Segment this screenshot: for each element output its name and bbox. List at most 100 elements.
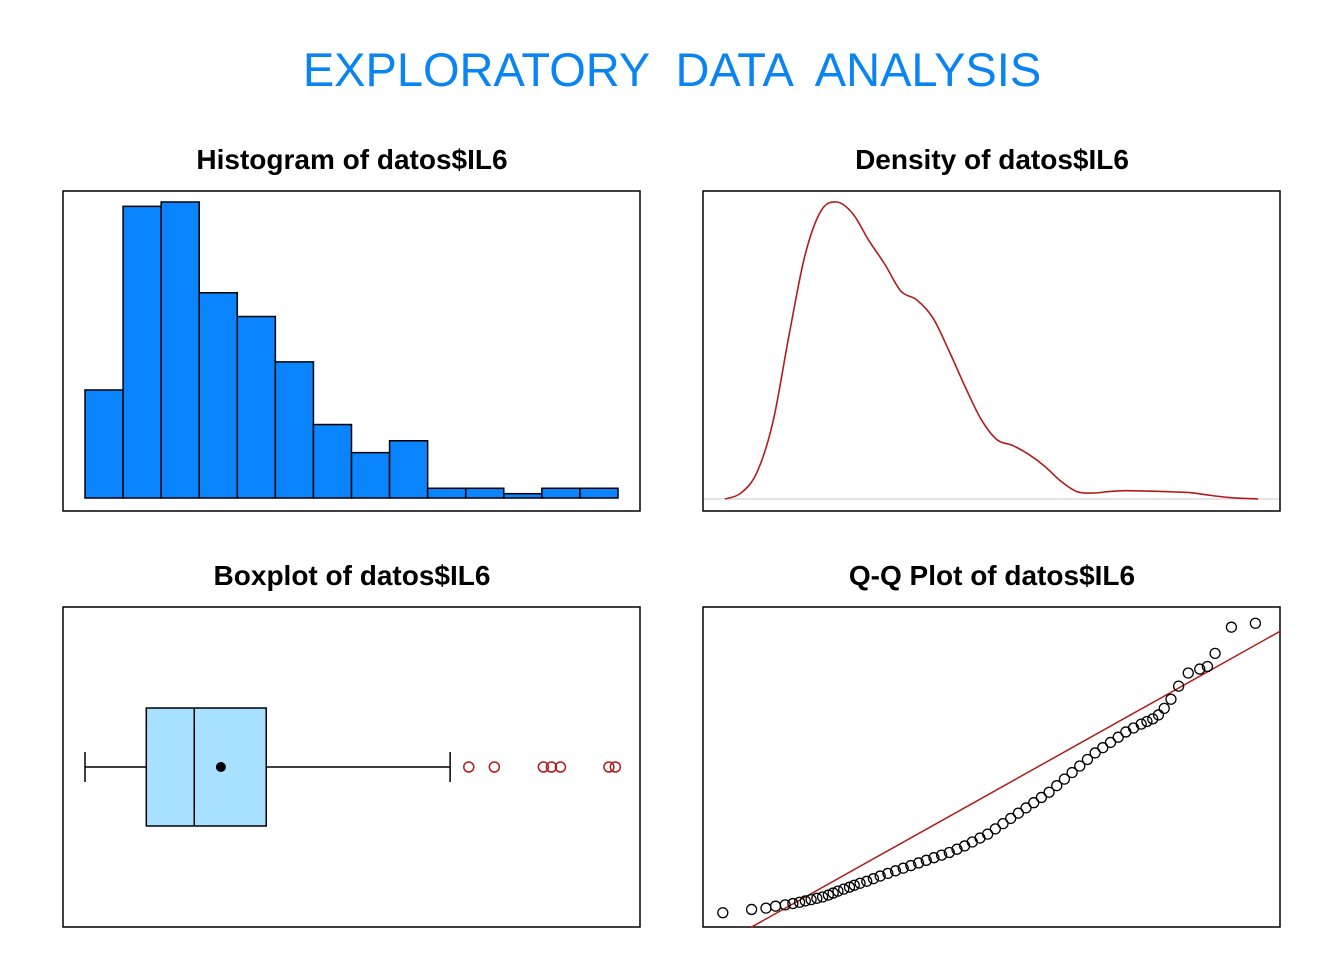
- qq-reference-line: [748, 629, 1281, 928]
- qq-point: [848, 879, 860, 891]
- qq-point: [1182, 667, 1194, 679]
- qq-point: [1201, 660, 1214, 673]
- qq-point: [1152, 709, 1165, 721]
- qq-point: [793, 896, 806, 908]
- qq-point: [874, 870, 886, 882]
- histogram-bar: [541, 487, 581, 499]
- qq-point: [838, 883, 850, 895]
- density-plot: [702, 190, 1281, 512]
- qq-point: [897, 862, 909, 874]
- qq-point: [1081, 753, 1094, 766]
- qq-point: [816, 891, 829, 903]
- qq-point: [889, 865, 902, 877]
- histogram-bar: [122, 205, 162, 499]
- qq-point: [832, 885, 844, 897]
- histogram-bar: [350, 451, 391, 499]
- outlier-point: [545, 761, 558, 773]
- qq-point: [867, 873, 880, 885]
- plot-frame: [62, 190, 641, 512]
- qq-point: [1028, 797, 1040, 809]
- qq-point: [1005, 812, 1017, 825]
- qq-point: [928, 852, 940, 864]
- qq-point: [989, 823, 1001, 835]
- histogram-bar: [464, 487, 505, 499]
- qq-point: [854, 877, 866, 889]
- qq-point: [805, 893, 817, 906]
- histogram-bar: [84, 389, 124, 499]
- histogram-bar: [426, 487, 467, 499]
- histogram-bar: [274, 361, 315, 499]
- plot-frame: [702, 606, 1281, 928]
- qq-point: [1035, 791, 1048, 804]
- qq-point: [997, 818, 1009, 830]
- density-curve: [724, 201, 1259, 500]
- outlier-point: [537, 761, 550, 773]
- qq-point: [779, 899, 791, 911]
- qq-plot: [702, 606, 1281, 928]
- qq-point: [1165, 693, 1177, 705]
- qq-point: [1158, 702, 1170, 715]
- plot-frame: [702, 190, 1281, 512]
- qq-point: [1058, 773, 1071, 785]
- qq-point: [1051, 780, 1063, 792]
- mean-point: [215, 762, 226, 772]
- qq-point: [1074, 760, 1086, 772]
- qq-point: [861, 875, 873, 887]
- histogram-bar: [579, 487, 619, 499]
- qq-point: [811, 892, 823, 904]
- qq-point: [1097, 742, 1109, 754]
- qq-point: [912, 857, 925, 869]
- qq-point: [966, 836, 978, 848]
- histogram-bar: [236, 315, 277, 499]
- qq-point: [1249, 617, 1262, 629]
- qq-point: [1043, 786, 1055, 798]
- histogram-bar: [198, 291, 239, 499]
- qq-point: [1104, 736, 1117, 749]
- qq-point: [1194, 663, 1206, 675]
- main-title: EXPLORATORY DATA ANALYSIS: [302, 43, 1042, 96]
- qq-point: [920, 854, 932, 866]
- outlier-point: [609, 761, 622, 773]
- qq-point: [760, 902, 772, 914]
- qq-point: [1141, 715, 1153, 728]
- qq-point: [843, 881, 856, 893]
- qq-point: [982, 828, 994, 840]
- qq-point: [935, 849, 948, 861]
- outlier-point: [488, 761, 501, 773]
- qq-point: [827, 887, 839, 899]
- qq-point: [1147, 713, 1159, 725]
- histogram-title: Histogram of datos$IL6: [196, 144, 508, 175]
- qq-point: [1172, 680, 1185, 692]
- histogram-bar: [388, 439, 429, 499]
- outlier-point: [463, 761, 475, 773]
- qq-point: [1112, 731, 1124, 743]
- qq-point: [943, 846, 955, 859]
- qq-point: [799, 895, 811, 907]
- histogram-bar: [312, 423, 353, 499]
- qq-point: [905, 859, 917, 872]
- box-iqr: [145, 707, 267, 827]
- qq-title: Q-Q Plot of datos$IL6: [848, 560, 1136, 591]
- outlier-point: [603, 761, 615, 773]
- density-title: Density of datos$IL6: [855, 144, 1129, 175]
- boxplot-plot: [62, 606, 641, 928]
- outlier-point: [554, 761, 567, 773]
- histogram-bar: [503, 492, 543, 499]
- qq-point: [1135, 718, 1147, 730]
- boxplot-title: Boxplot of datos$IL6: [213, 560, 491, 591]
- qq-point: [1012, 807, 1025, 819]
- qq-point: [769, 900, 782, 912]
- qq-point: [822, 889, 835, 901]
- qq-point: [951, 843, 963, 855]
- qq-point: [1020, 802, 1032, 814]
- qq-point: [1127, 722, 1140, 734]
- qq-point: [1066, 766, 1078, 779]
- qq-point: [717, 907, 729, 919]
- histogram-bar: [160, 201, 200, 499]
- qq-point: [882, 867, 894, 880]
- qq-point: [1225, 621, 1238, 633]
- qq-point: [974, 832, 986, 844]
- plot-frame: [62, 606, 641, 928]
- qq-point: [745, 903, 758, 916]
- qq-point: [1089, 747, 1101, 759]
